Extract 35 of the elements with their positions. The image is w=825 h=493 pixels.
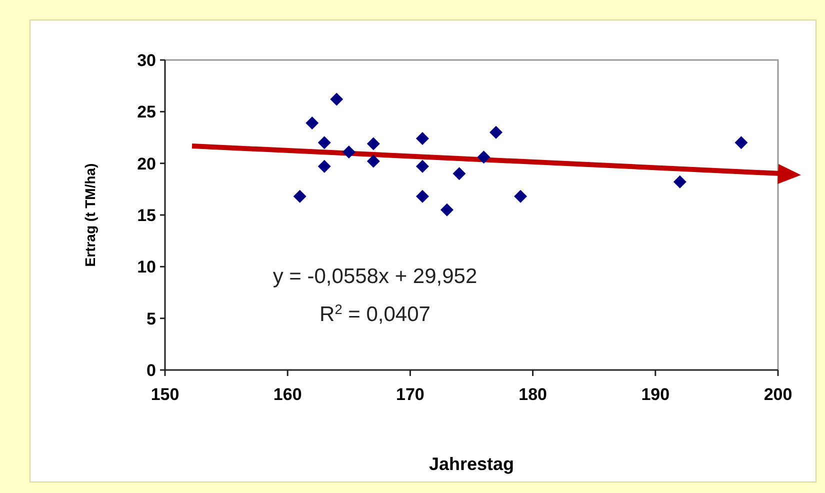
y-axis-title: Ertrag (t TM/ha) (82, 163, 98, 267)
x-tick-label: 190 (641, 385, 670, 404)
y-tick-label: 10 (137, 258, 156, 277)
point (293, 190, 306, 203)
y-tick-label: 15 (137, 206, 156, 225)
x-tick-label: 180 (518, 385, 547, 404)
x-tick-label: 150 (150, 385, 180, 404)
y-tick-label: 20 (137, 154, 156, 174)
point (673, 175, 686, 188)
point (318, 160, 331, 173)
point (330, 92, 344, 106)
annotation: y = -0,0558x + 29,952 (272, 265, 478, 288)
point (416, 190, 429, 203)
point (342, 145, 356, 158)
point (366, 154, 380, 168)
x-tick-label: 200 (764, 385, 792, 404)
x-axis-title: Jahrestag (428, 454, 514, 474)
point (734, 136, 748, 150)
x-tick-label: 160 (273, 385, 302, 404)
point (318, 136, 331, 150)
point (514, 190, 528, 203)
y-tick-label: 25 (137, 102, 156, 122)
point (366, 137, 380, 150)
point (416, 160, 429, 173)
point (306, 116, 319, 130)
annotation: R$^{2}$ = 0,0407 (320, 302, 430, 326)
point (452, 167, 466, 180)
point (440, 203, 454, 216)
point (477, 150, 490, 164)
point (416, 132, 429, 146)
y-tick-label: 30 (137, 50, 156, 70)
point (490, 126, 503, 139)
x-tick-label: 170 (396, 385, 424, 404)
y-tick-label: 5 (146, 309, 156, 328)
y-tick-label: 0 (146, 360, 156, 380)
